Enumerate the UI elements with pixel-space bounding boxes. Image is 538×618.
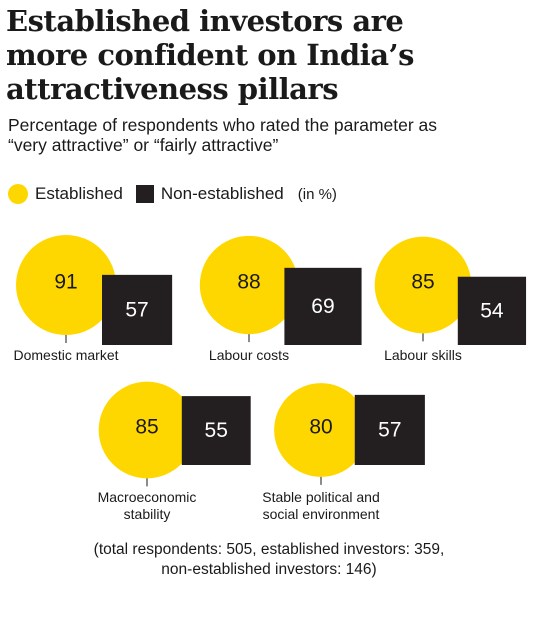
legend-established-swatch — [8, 184, 28, 204]
subtitle-line: Percentage of respondents who rated the … — [8, 115, 438, 135]
non-established-value-label: 57 — [125, 298, 148, 321]
non-established-square — [102, 274, 173, 345]
category-label-line: Labour skills — [384, 347, 462, 363]
title-line: Established investors are — [6, 4, 404, 38]
non-established-value-label: 57 — [378, 418, 401, 441]
non-established-square — [457, 276, 527, 345]
category-label-line: Stable political and — [262, 489, 380, 505]
chart-title: Established investors are more confident… — [6, 4, 534, 106]
non-established-value-label: 54 — [480, 299, 504, 322]
non-established-square — [181, 396, 251, 465]
category-label-line: Macroeconomic — [98, 489, 197, 505]
footnote: (total respondents: 505, established inv… — [0, 540, 538, 580]
legend-unit: (in %) — [297, 185, 337, 203]
chart-subtitle: Percentage of respondents who rated the … — [8, 115, 528, 155]
established-value-label: 80 — [309, 416, 332, 439]
category-label: Labour costs — [209, 347, 289, 363]
legend-non-established-label: Non-established — [160, 184, 284, 203]
established-value-label: 85 — [135, 416, 158, 439]
category-label-line: social environment — [263, 506, 380, 522]
title-line: more confident on India’s — [6, 38, 414, 72]
established-circle — [274, 383, 368, 477]
non-established-value-label: 55 — [205, 419, 228, 442]
legend-non-established-swatch — [135, 185, 154, 203]
legend-established-label: Established — [35, 184, 123, 203]
established-circle — [199, 235, 299, 335]
subtitle-line: “very attractive” or “fairly attractive” — [8, 135, 279, 155]
established-value-label: 91 — [54, 271, 77, 294]
established-circle — [98, 381, 196, 479]
established-value-label: 88 — [237, 271, 260, 294]
non-established-value-label: 69 — [311, 295, 334, 318]
category-label: Domestic market — [13, 347, 118, 363]
title-line: attractiveness pillars — [6, 72, 339, 106]
established-value-label: 85 — [411, 271, 434, 294]
category-label-line: stability — [124, 506, 171, 522]
non-established-square — [284, 267, 362, 345]
non-established-square — [354, 394, 425, 465]
established-circle — [374, 236, 472, 334]
established-circle — [16, 235, 116, 335]
category-label-line: Domestic market — [13, 347, 118, 363]
legend: Established Non-established (in %) — [8, 182, 337, 206]
footnote-line: (total respondents: 505, established inv… — [93, 541, 445, 558]
footnote-line: non-established investors: 146) — [161, 561, 377, 578]
category-label: Stable political and social environment — [262, 489, 380, 522]
category-label-line: Labour costs — [209, 347, 289, 363]
category-label: Labour skills — [384, 347, 462, 363]
category-label: Macroeconomic stability — [98, 489, 197, 522]
